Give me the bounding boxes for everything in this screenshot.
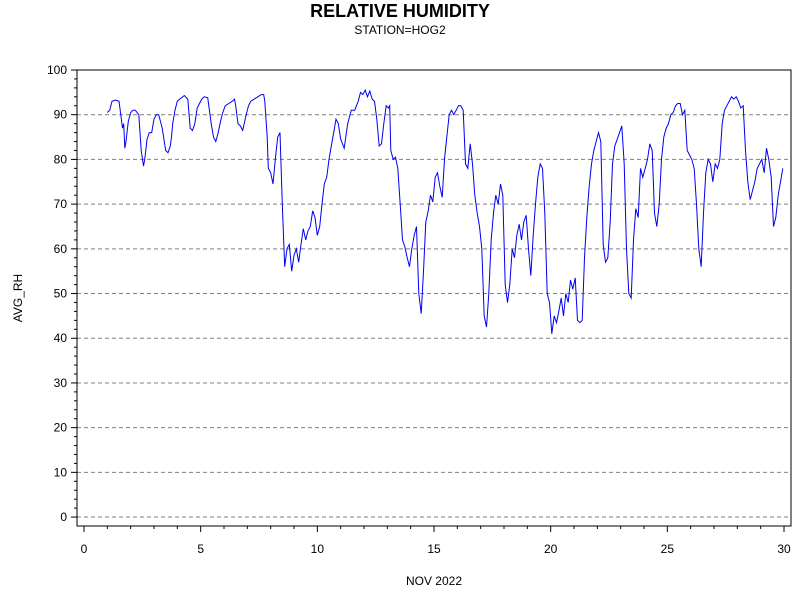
x-tick-label: 25 xyxy=(661,542,675,556)
y-tick-label: 80 xyxy=(54,152,68,166)
x-tick-label: 20 xyxy=(544,542,558,556)
y-tick-label: 20 xyxy=(54,421,68,435)
x-tick-label: 10 xyxy=(311,542,325,556)
series-line-avg-rh xyxy=(106,88,784,334)
x-tick-label: 30 xyxy=(777,542,791,556)
y-tick-label: 30 xyxy=(54,376,68,390)
y-tick-label: 60 xyxy=(54,242,68,256)
y-tick-label: 50 xyxy=(54,287,68,301)
x-tick-label: 0 xyxy=(81,542,88,556)
chart-title: RELATIVE HUMIDITY xyxy=(310,1,490,21)
x-axis-label: NOV 2022 xyxy=(405,574,463,588)
x-tick-label: 15 xyxy=(427,542,441,556)
y-tick-label: 70 xyxy=(54,197,68,211)
y-tick-label: 40 xyxy=(54,331,68,345)
x-axis-ticks: 0 5 10 15 20 25 30 xyxy=(81,526,791,556)
y-tick-label: 90 xyxy=(54,108,68,122)
x-tick-label: 5 xyxy=(197,542,204,556)
chart-subtitle: STATION=HOG2 xyxy=(354,23,446,37)
y-tick-label: 10 xyxy=(54,465,68,479)
y-axis-ticks: 0 10 20 30 40 50 60 70 80 90 100 xyxy=(47,63,77,524)
y-tick-label: 0 xyxy=(60,510,67,524)
gridlines xyxy=(77,69,791,518)
y-tick-label: 100 xyxy=(47,63,67,77)
plot-frame xyxy=(76,69,792,527)
